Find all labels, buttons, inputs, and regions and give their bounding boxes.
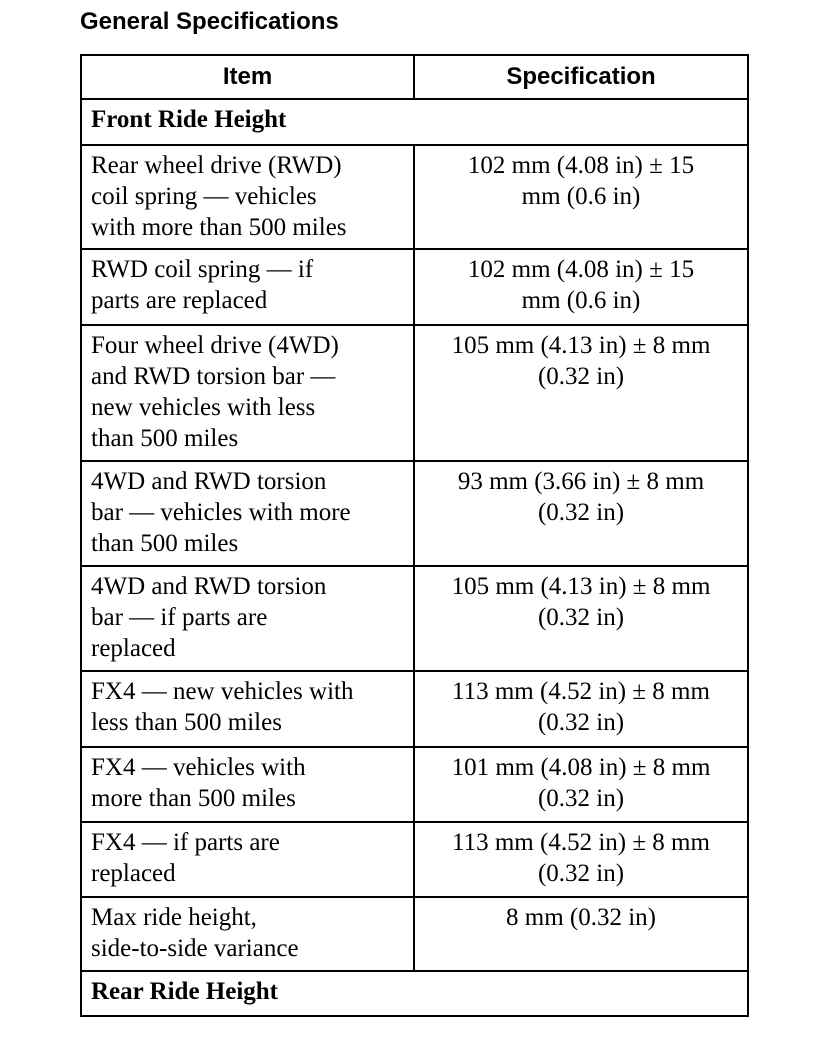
section-rear-ride-height: Rear Ride Height <box>80 970 749 1017</box>
spec-cell: 93 mm (3.66 in) ± 8 mm (0.32 in) <box>413 460 749 567</box>
item-cell: Max ride height, side-to-side variance <box>80 896 415 972</box>
section-front-ride-height: Front Ride Height <box>80 98 749 146</box>
spec-cell: 113 mm (4.52 in) ± 8 mm (0.32 in) <box>413 670 749 748</box>
spec-cell: 105 mm (4.13 in) ± 8 mm (0.32 in) <box>413 565 749 672</box>
table-row: FX4 — new vehicles with less than 500 mi… <box>80 670 749 748</box>
table-row: FX4 — vehicles with more than 500 miles … <box>80 746 749 823</box>
table-row: Four wheel drive (4WD) and RWD torsion b… <box>80 324 749 462</box>
item-cell: Four wheel drive (4WD) and RWD torsion b… <box>80 324 415 462</box>
item-cell: FX4 — new vehicles with less than 500 mi… <box>80 670 415 748</box>
table-row: FX4 — if parts are replaced 113 mm (4.52… <box>80 821 749 898</box>
spec-cell: 101 mm (4.08 in) ± 8 mm (0.32 in) <box>413 746 749 823</box>
spec-cell: 105 mm (4.13 in) ± 8 mm (0.32 in) <box>413 324 749 462</box>
item-cell: 4WD and RWD torsion bar — if parts are r… <box>80 565 415 672</box>
item-cell: Rear wheel drive (RWD) coil spring — veh… <box>80 144 415 250</box>
section-row: Rear Ride Height <box>80 970 749 1017</box>
table-row: RWD coil spring — if parts are replaced … <box>80 248 749 326</box>
item-cell: 4WD and RWD torsion bar — vehicles with … <box>80 460 415 567</box>
spec-cell: 113 mm (4.52 in) ± 8 mm (0.32 in) <box>413 821 749 898</box>
table-row: 4WD and RWD torsion bar — if parts are r… <box>80 565 749 672</box>
item-cell: FX4 — vehicles with more than 500 miles <box>80 746 415 823</box>
spec-cell: 102 mm (4.08 in) ± 15 mm (0.6 in) <box>413 248 749 326</box>
header-specification: Specification <box>413 54 749 100</box>
header-item: Item <box>80 54 415 100</box>
spec-cell: 8 mm (0.32 in) <box>413 896 749 972</box>
table-header-row: Item Specification <box>80 54 749 100</box>
specifications-table: Item Specification Front Ride Height Rea… <box>80 54 749 1017</box>
section-row: Front Ride Height <box>80 98 749 146</box>
table-row: 4WD and RWD torsion bar — vehicles with … <box>80 460 749 567</box>
item-cell: FX4 — if parts are replaced <box>80 821 415 898</box>
page-title: General Specifications <box>80 8 339 35</box>
table-row: Rear wheel drive (RWD) coil spring — veh… <box>80 144 749 250</box>
spec-cell: 102 mm (4.08 in) ± 15 mm (0.6 in) <box>413 144 749 250</box>
item-cell: RWD coil spring — if parts are replaced <box>80 248 415 326</box>
table-row: Max ride height, side-to-side variance 8… <box>80 896 749 972</box>
